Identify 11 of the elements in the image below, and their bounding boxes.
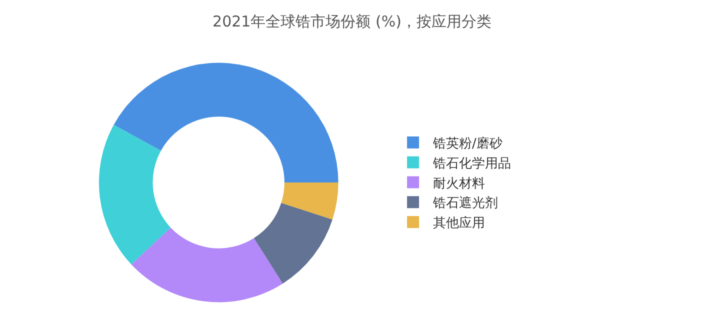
legend-label: 耐火材料 [433, 176, 486, 192]
legend-label: 其他应用 [433, 215, 486, 232]
donut-slice [281, 182, 338, 220]
legend-label: 锆石遮光剂 [432, 195, 498, 212]
donut-slice [131, 228, 283, 302]
legend-label: 锆石化学用品 [432, 156, 512, 172]
donut-slice [254, 202, 332, 284]
legend-label: 锆英粉/磨砂 [432, 136, 502, 152]
donut-slice [98, 124, 171, 264]
donut-slice [114, 63, 338, 182]
chart-title: 2021年全球锆市场份额 (%)，按应用分类 [212, 12, 492, 31]
